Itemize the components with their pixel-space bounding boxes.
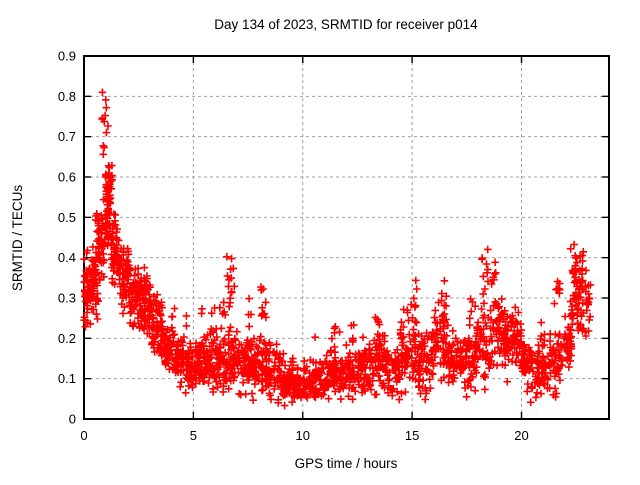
y-tick-label: 0.2 [58,331,76,346]
y-tick-label: 0.3 [58,291,76,306]
x-tick-label: 20 [514,428,528,443]
x-tick-label: 5 [190,428,197,443]
scatter-points [80,88,595,410]
x-tick-label: 10 [296,428,310,443]
y-axis-label: SRMTID / TECUs [10,185,25,292]
x-tick-labels: 0 5 10 15 20 [80,428,528,443]
x-tick-label: 15 [405,428,419,443]
chart-title: Day 134 of 2023, SRMTID for receiver p01… [214,17,478,32]
tick-marks [83,55,609,420]
y-tick-label: 0.5 [58,210,76,225]
y-tick-label: 0.8 [58,89,76,104]
plot-border [83,55,610,420]
y-tick-labels: 0 0.1 0.2 0.3 0.4 0.5 0.6 0.7 0.8 0.9 [58,49,76,427]
scatter-plus-markers [80,88,595,410]
y-tick-label: 0.1 [58,371,76,386]
y-tick-label: 0.9 [58,49,76,64]
y-tick-label: 0 [69,412,76,427]
y-tick-label: 0.7 [58,129,76,144]
x-axis-label: GPS time / hours [295,456,398,471]
x-tick-label: 0 [80,428,87,443]
y-tick-label: 0.4 [58,250,76,265]
y-tick-label: 0.6 [58,170,76,185]
